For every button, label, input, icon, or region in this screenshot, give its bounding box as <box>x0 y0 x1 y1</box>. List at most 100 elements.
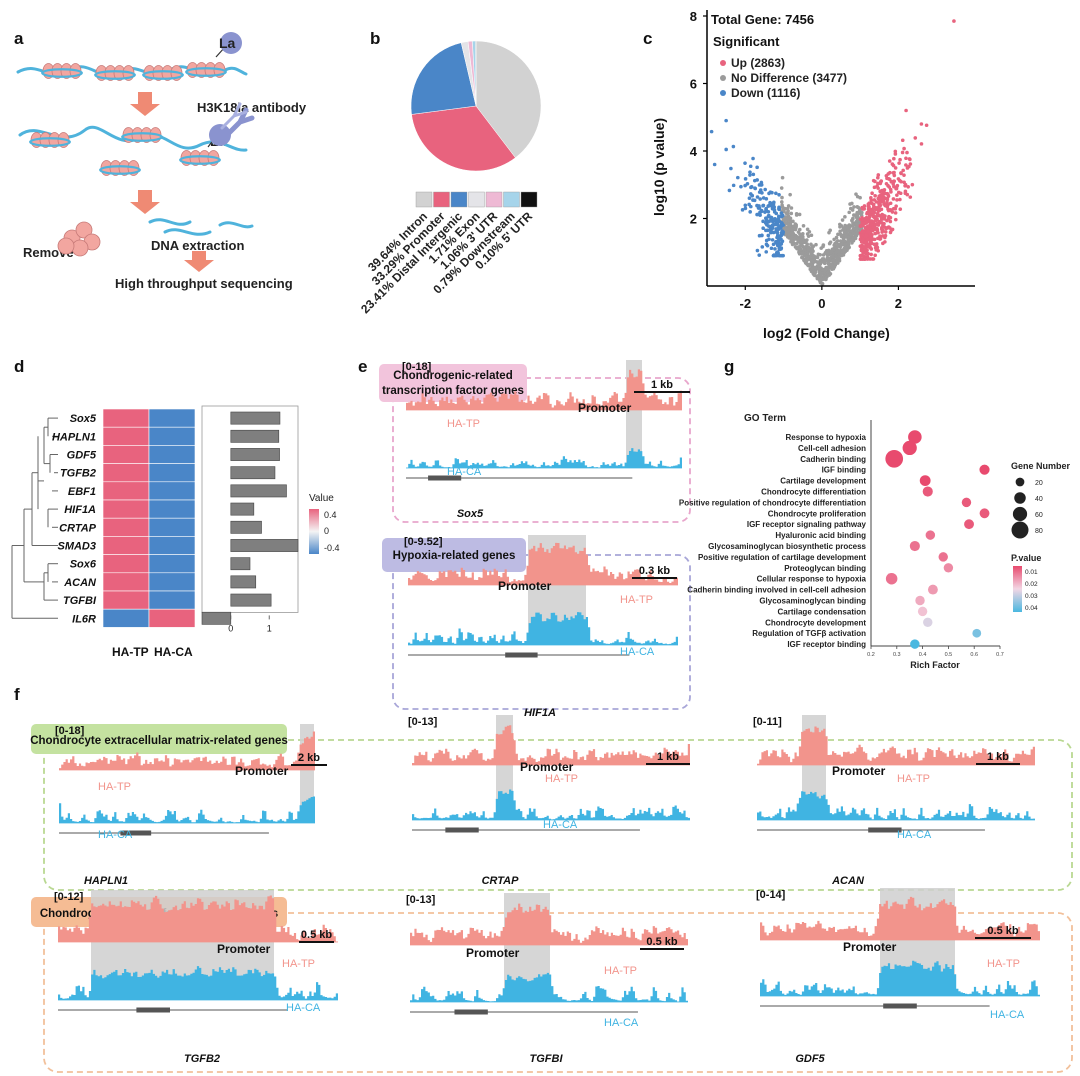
volcano-point <box>841 253 846 257</box>
heatmap-bar <box>230 502 255 516</box>
volcano-point <box>838 225 842 229</box>
volcano-point <box>774 229 779 234</box>
volcano-point <box>871 257 876 261</box>
heatmap-cell <box>148 608 196 628</box>
volcano-point <box>849 233 854 237</box>
volcano-point <box>869 219 874 223</box>
volcano-point <box>873 253 877 258</box>
volcano-point <box>827 241 832 246</box>
gene-name-label: TGFBI <box>530 1053 564 1065</box>
volcano-point <box>712 162 717 167</box>
ha-ca-track-label: HA-CA <box>620 646 655 658</box>
volcano-point <box>869 222 874 227</box>
volcano-point <box>860 221 865 226</box>
volcano-point <box>774 241 779 245</box>
volcano-point <box>740 208 745 212</box>
significant-annotation: Significant <box>713 34 780 49</box>
ha-tp-signal <box>58 895 338 942</box>
volcano-point <box>908 162 913 166</box>
volcano-point <box>875 217 879 222</box>
pvalue-legend-title: P.value <box>1011 553 1041 563</box>
volcano-point <box>843 223 847 228</box>
heatmap-gene-label: HIF1A <box>64 504 96 516</box>
volcano-point <box>899 179 903 184</box>
down-arrow <box>130 190 160 214</box>
go-bubble <box>885 449 904 468</box>
volcano-point <box>882 225 887 229</box>
ha-ca-signal <box>760 960 1040 996</box>
gene-model-exon <box>454 1009 488 1015</box>
volcano-point <box>896 177 901 181</box>
volcano-point <box>743 161 747 165</box>
volcano-point <box>887 177 892 182</box>
volcano-point <box>809 233 814 238</box>
go-x-tick-label: 0.3 <box>893 652 901 658</box>
heatmap-gene-label: TGFBI <box>63 595 97 607</box>
ha-tp-track-label: HA-TP <box>604 965 637 977</box>
volcano-point <box>791 231 795 236</box>
volcano-point <box>880 213 884 218</box>
volcano-point <box>770 190 774 195</box>
volcano-point <box>849 206 853 211</box>
volcano-point <box>893 211 898 215</box>
scale-bar-label: 0.5 kb <box>646 936 677 948</box>
volcano-point <box>780 239 785 243</box>
go-x-tick-label: 0.7 <box>996 652 1004 658</box>
ha-ca-track-label: HA-CA <box>604 1017 639 1029</box>
volcano-point <box>894 204 898 208</box>
go-term-label: Chondrocyte development <box>765 618 866 627</box>
track-crtap: CRTAP [0-13] Promoter 1 kb HA-TP HA-CA <box>408 715 690 887</box>
gene-model-exon <box>883 1003 917 1009</box>
go-bubble <box>910 639 920 649</box>
volcano-point <box>821 244 825 249</box>
volcano-point <box>727 188 732 193</box>
volcano-point <box>764 238 769 243</box>
volcano-point <box>903 182 908 187</box>
volcano-point <box>891 197 896 201</box>
heatmap-bar <box>230 520 262 534</box>
volcano-point <box>899 171 903 175</box>
go-term-label: Positive regulation of chondrocyte diffe… <box>679 498 866 507</box>
ha-ca-signal <box>406 448 682 468</box>
volcano-point <box>788 192 792 197</box>
panel-letter-c: c <box>643 29 652 48</box>
volcano-point <box>743 203 748 208</box>
heatmap-gene-label: Sox5 <box>70 413 97 425</box>
volcano-point <box>865 210 870 215</box>
volcano-point <box>869 252 873 257</box>
volcano-point <box>797 250 802 254</box>
volcano-point <box>777 237 782 242</box>
volcano-point <box>809 242 813 247</box>
volcano-point <box>840 242 844 247</box>
go-bubble <box>908 430 922 444</box>
volcano-point <box>877 207 882 212</box>
removed-nucleosome-icon <box>57 221 101 257</box>
volcano-point <box>800 243 805 248</box>
volcano-point <box>866 237 870 242</box>
volcano-point <box>904 108 908 113</box>
volcano-point <box>758 197 763 201</box>
volcano-point <box>837 252 841 257</box>
go-term-title: GO Term <box>744 413 786 424</box>
volcano-point <box>757 233 762 238</box>
volcano-point <box>869 209 874 214</box>
volcano-point <box>882 221 886 226</box>
volcano-point <box>810 267 814 272</box>
volcano-point <box>836 249 841 254</box>
volcano-point <box>777 192 781 197</box>
volcano-point <box>858 224 863 228</box>
volcano-point <box>781 253 785 258</box>
volcano-point <box>871 202 876 207</box>
bar-x-tick-label: 0 <box>228 623 233 633</box>
volcano-point <box>843 215 847 219</box>
y-axis-label: log10 (p value) <box>651 118 667 216</box>
volcano-point <box>773 222 778 226</box>
volcano-point <box>878 203 883 208</box>
volcano-point <box>876 175 880 180</box>
ha-ca-track-label: HA-CA <box>897 829 932 841</box>
volcano-point <box>858 253 863 258</box>
volcano-point <box>888 219 893 224</box>
volcano-point <box>801 236 805 241</box>
volcano-point <box>880 228 885 233</box>
gene-model-exon <box>120 830 152 836</box>
